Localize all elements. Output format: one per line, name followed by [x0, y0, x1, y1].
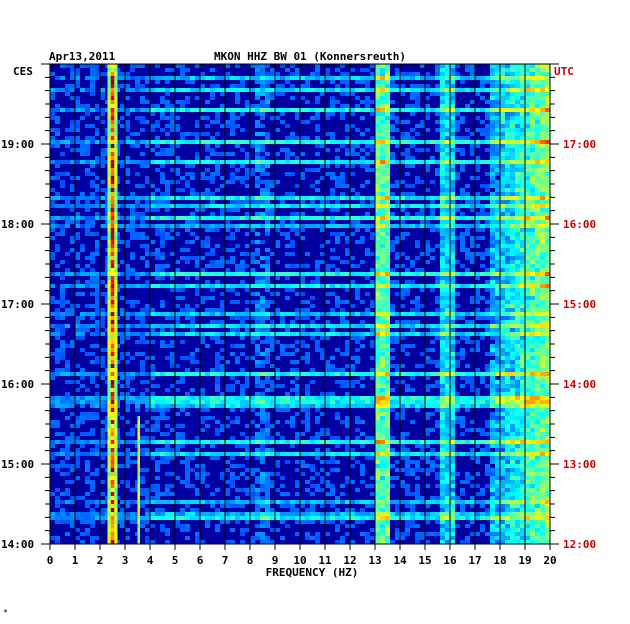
x-tick-label: 5 — [172, 554, 179, 567]
frequency-gridlines — [74, 64, 526, 544]
x-tick-label: 16 — [443, 554, 457, 567]
x-tick-label: 7 — [222, 554, 229, 567]
x-tick-label: 11 — [318, 554, 332, 567]
x-tick-label: 6 — [197, 554, 204, 567]
left-time-label: 18:00 — [1, 218, 34, 231]
x-tick-label: 20 — [543, 554, 556, 567]
right-time-label: 14:00 — [563, 378, 596, 391]
x-tick-label: 9 — [272, 554, 279, 567]
x-tick-label: 1 — [72, 554, 79, 567]
left-time-label: 16:00 — [1, 378, 34, 391]
right-time-label: 13:00 — [563, 458, 596, 471]
spectral-line-3-55hz — [137, 416, 140, 544]
x-tick-label: 8 — [247, 554, 254, 567]
right-time-label: 15:00 — [563, 298, 596, 311]
x-tick-label: 12 — [343, 554, 356, 567]
date-label: Apr13,2011 — [49, 50, 116, 63]
x-tick-label: 2 — [97, 554, 104, 567]
x-tick-label: 10 — [293, 554, 306, 567]
right-timezone-label: UTC — [554, 65, 574, 78]
x-tick-label: 14 — [393, 554, 407, 567]
x-axis-title: FREQUENCY (HZ) — [266, 566, 359, 579]
x-tick-label: 17 — [468, 554, 481, 567]
left-time-label: 17:00 — [1, 298, 34, 311]
footnote-mark: * — [3, 608, 8, 617]
left-time-label: 19:00 — [1, 138, 34, 151]
right-time-axis: 17:00 16:00 15:00 14:00 13:00 12:00 — [550, 63, 596, 551]
right-time-label: 17:00 — [563, 138, 596, 151]
right-time-label: 12:00 — [563, 538, 596, 551]
left-time-label: 15:00 — [1, 458, 34, 471]
x-tick-label: 19 — [518, 554, 531, 567]
x-tick-label: 18 — [493, 554, 506, 567]
left-time-axis: 19:00 18:00 17:00 16:00 15:00 14:00 — [1, 63, 50, 551]
x-tick-label: 4 — [147, 554, 154, 567]
x-tick-label: 3 — [122, 554, 129, 567]
x-tick-label: 0 — [47, 554, 54, 567]
spectrogram-cells — [50, 64, 550, 544]
chart-title: MKON HHZ BW 01 (Konnersreuth) — [214, 50, 406, 63]
spectral-line-2-5hz — [107, 64, 118, 544]
left-timezone-label: CES — [13, 65, 33, 78]
frequency-axis: 0 1 2 3 4 5 6 7 8 9 10 11 12 13 14 15 16 17 18 19 20 — [47, 544, 557, 567]
left-time-label: 14:00 — [1, 538, 34, 551]
right-time-label: 16:00 — [563, 218, 596, 231]
x-tick-label: 15 — [418, 554, 431, 567]
x-tick-label: 13 — [368, 554, 381, 567]
